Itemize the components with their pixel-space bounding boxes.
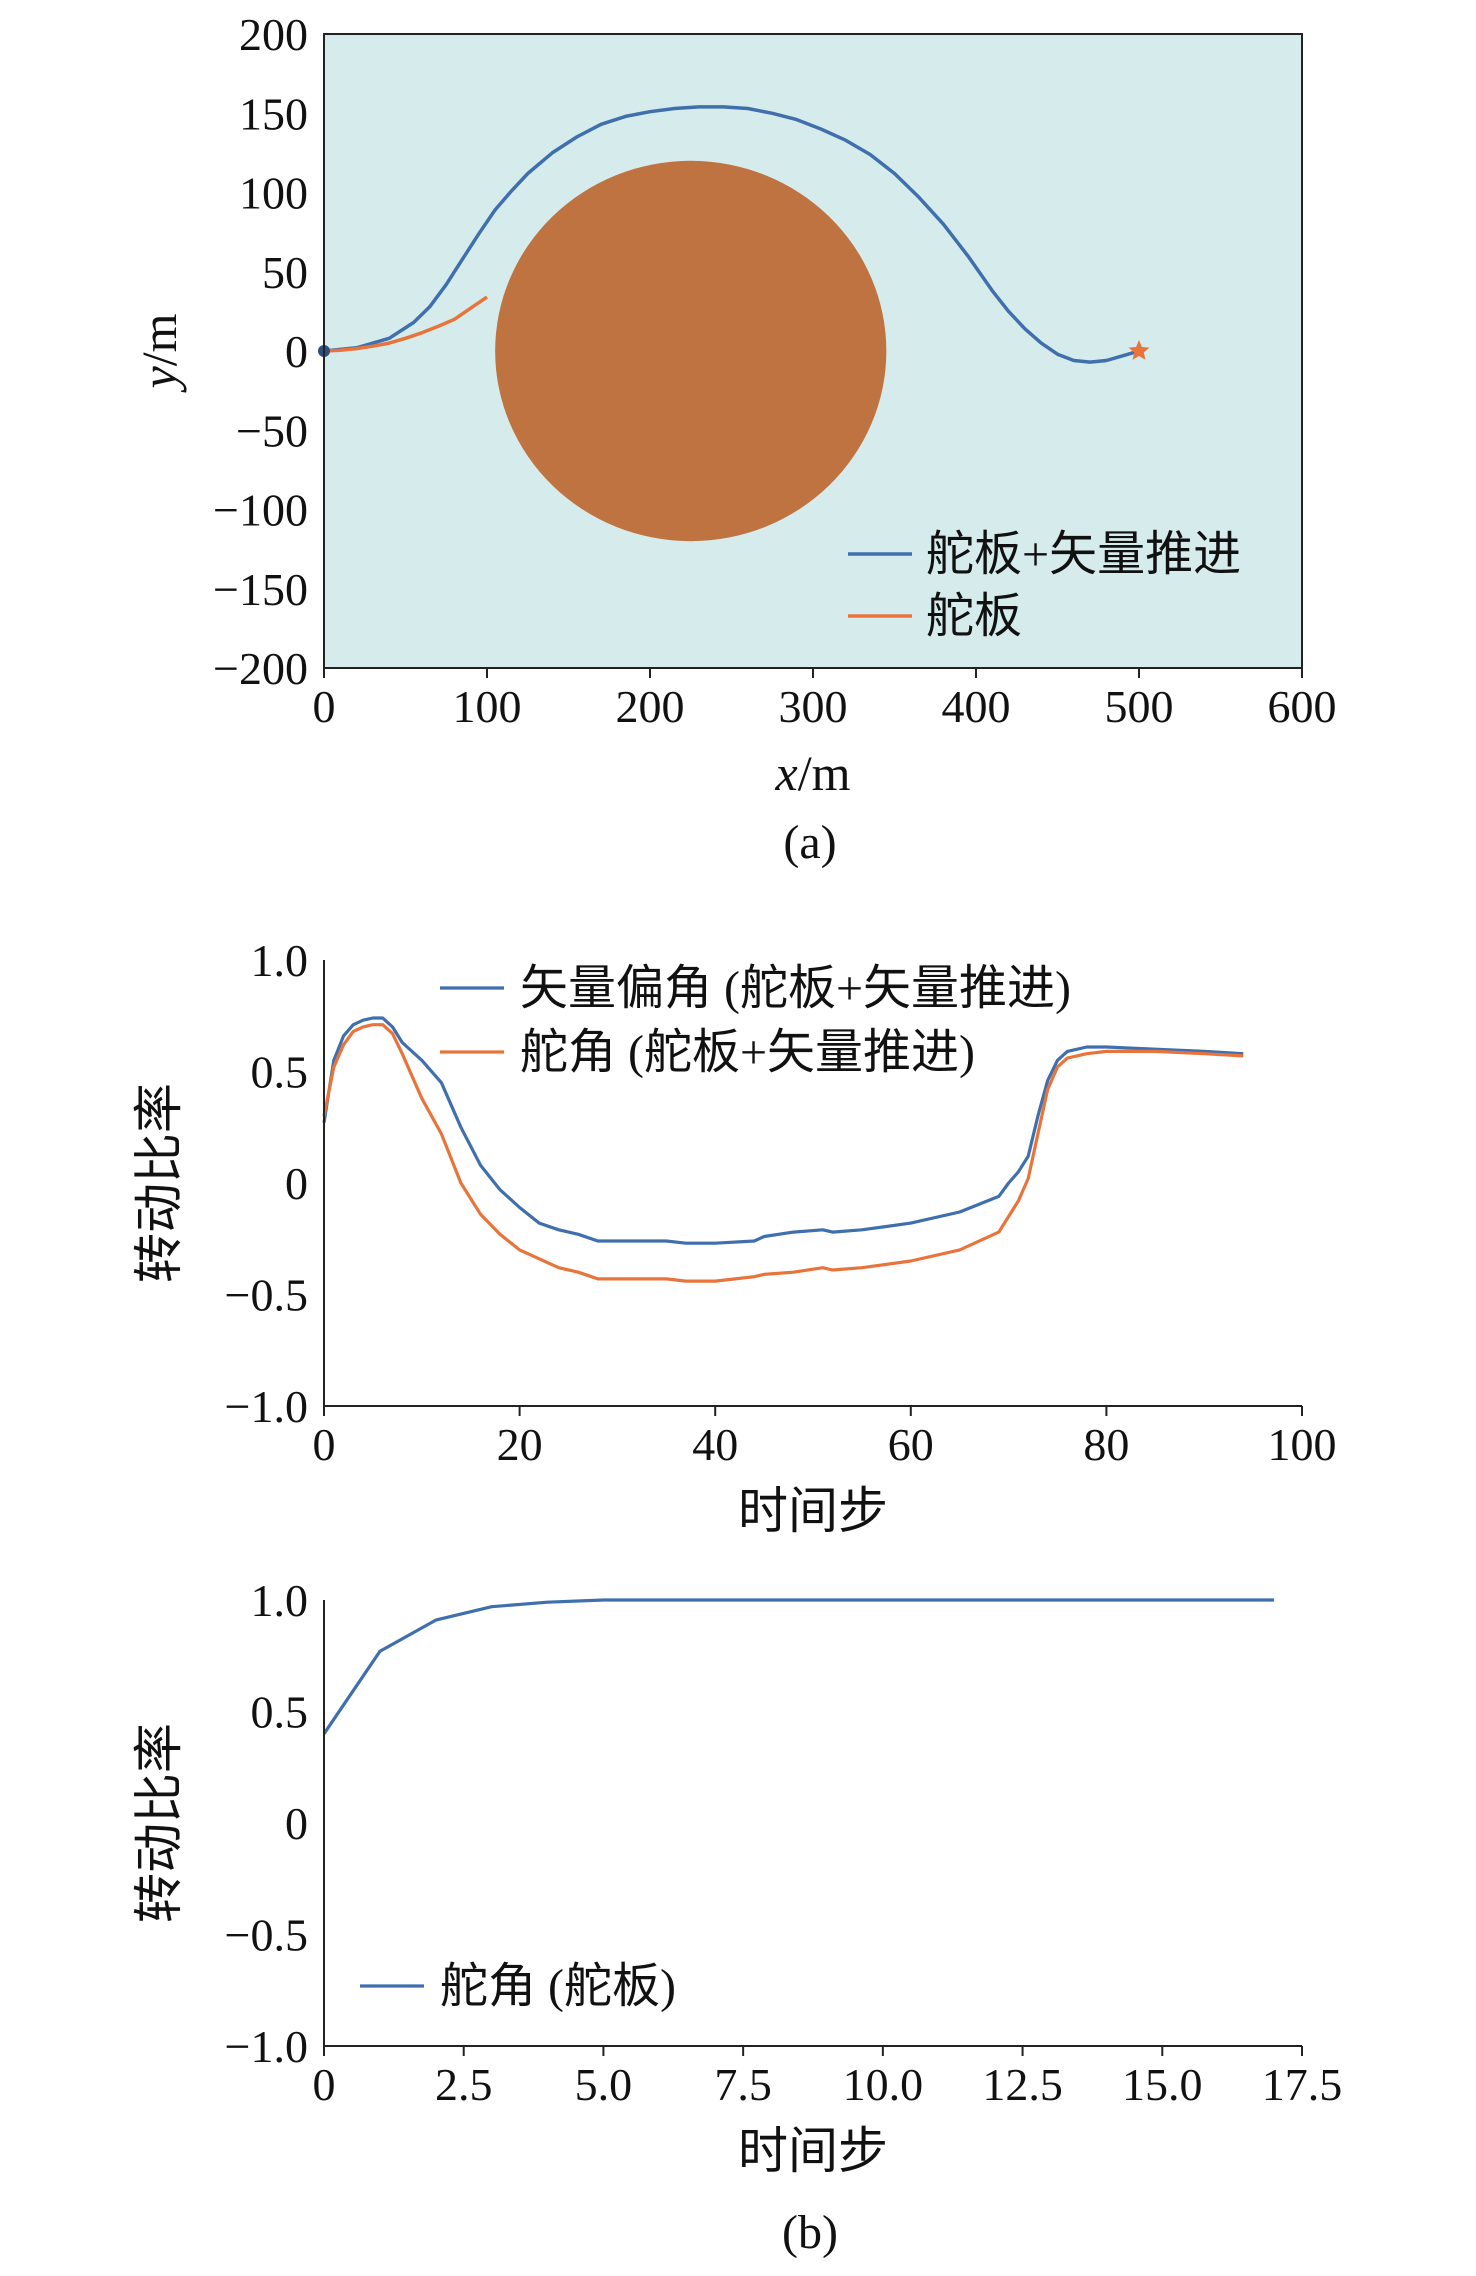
x-tick-label: 100 <box>453 681 522 732</box>
x-axis-label: 时间步 <box>738 2123 888 2179</box>
y-tick-label: −1.0 <box>225 2021 308 2072</box>
ratio-chart-100: 0 20 40 60 80 100 1.0 0.5 0 −0.5 −1.0 时间步 转动比率 矢量… <box>131 935 1337 1539</box>
y-tick-label: −0.5 <box>225 1910 308 1961</box>
x-tick-label: 20 <box>497 1419 543 1470</box>
x-tick-label: 0 <box>313 2059 336 2110</box>
legend: 舵角 (舵板) <box>360 1960 676 2013</box>
y-axis-label: 转动比率 <box>131 1083 187 1283</box>
y-tick-label: 0 <box>285 1798 308 1849</box>
x-tick-label: 100 <box>1268 1419 1337 1470</box>
x-tick-label: 60 <box>888 1419 934 1470</box>
x-tick-label: 0 <box>313 681 336 732</box>
x-tick-labels: 0 100 200 300 400 500 600 <box>313 668 1337 732</box>
y-tick-label: 0 <box>285 1158 308 1209</box>
x-tick-label: 12.5 <box>982 2059 1063 2110</box>
y-tick-label: −0.5 <box>225 1270 308 1321</box>
legend: 矢量偏角 (舵板+矢量推进) 舵角 (舵板+矢量推进) <box>440 962 1071 1079</box>
y-tick-label: −1.0 <box>225 1381 308 1432</box>
y-tick-labels: 1.0 0.5 0 −0.5 −1.0 <box>225 1575 308 2072</box>
x-tick-label: 200 <box>616 681 685 732</box>
x-tick-label: 500 <box>1105 681 1174 732</box>
ratio-chart-17: 0 2.5 5.0 7.5 10.0 12.5 15.0 17.5 1.0 0.5 0 −0.5 −1… <box>131 1575 1342 2179</box>
y-axis-label: 转动比率 <box>131 1723 187 1923</box>
y-tick-label: −100 <box>213 485 308 536</box>
caption-b: (b) <box>782 2206 838 2259</box>
x-tick-label: 15.0 <box>1122 2059 1203 2110</box>
legend-label: 舵角 (舵板+矢量推进) <box>520 1026 975 1079</box>
x-tick-label: 40 <box>692 1419 738 1470</box>
x-tick-label: 5.0 <box>575 2059 633 2110</box>
y-tick-label: 150 <box>239 88 308 139</box>
y-tick-label: −150 <box>213 564 308 615</box>
legend-label: 舵角 (舵板) <box>440 1960 676 2013</box>
y-tick-label: 0.5 <box>251 1687 309 1738</box>
x-tick-label: 7.5 <box>714 2059 772 2110</box>
series-group <box>322 1016 1244 1283</box>
y-tick-labels: 1.0 0.5 0 −0.5 −1.0 <box>225 935 308 1432</box>
y-tick-labels: 200 150 100 50 0 −50 −100 −150 −200 <box>213 9 308 694</box>
y-tick-label: 0 <box>285 326 308 377</box>
series-group <box>323 105 1140 364</box>
series-line-0 <box>323 105 1140 364</box>
y-tick-label: 200 <box>239 9 308 60</box>
x-tick-labels: 0 2.5 5.0 7.5 10.0 12.5 15.0 17.5 <box>313 2046 1343 2110</box>
x-tick-label: 400 <box>942 681 1011 732</box>
x-tick-labels: 0 20 40 60 80 100 <box>313 1406 1337 1470</box>
series-group <box>322 1598 1275 1735</box>
series-line-0 <box>322 1016 1244 1245</box>
x-tick-label: 2.5 <box>435 2059 493 2110</box>
series-line-1 <box>323 295 488 353</box>
x-axis-label: x/m <box>775 745 851 801</box>
x-tick-label: 17.5 <box>1262 2059 1343 2110</box>
x-tick-label: 600 <box>1268 681 1337 732</box>
legend-label: 矢量偏角 (舵板+矢量推进) <box>520 962 1071 1015</box>
y-tick-label: 100 <box>239 168 308 219</box>
y-tick-label: −200 <box>213 643 308 694</box>
goal-star-marker <box>1128 340 1150 360</box>
series-line-0 <box>322 1598 1275 1735</box>
legend-label: 舵板 <box>926 590 1022 643</box>
y-tick-label: 50 <box>262 247 308 298</box>
legend-label: 舵板+矢量推进 <box>926 528 1241 581</box>
y-tick-label: 1.0 <box>251 935 309 986</box>
x-tick-label: 300 <box>779 681 848 732</box>
series-line-1 <box>322 1023 1244 1283</box>
x-tick-label: 0 <box>313 1419 336 1470</box>
y-tick-label: 1.0 <box>251 1575 309 1626</box>
y-tick-label: −50 <box>236 405 308 456</box>
y-tick-label: 0.5 <box>251 1047 309 1098</box>
y-axis-label: y/m <box>131 313 187 393</box>
trajectory-chart: 0 100 200 300 400 500 600 200150100500−50−100−… <box>131 9 1337 801</box>
x-tick-label: 80 <box>1083 1419 1129 1470</box>
caption-a: (a) <box>783 816 836 869</box>
x-tick-label: 10.0 <box>843 2059 924 2110</box>
x-axis-label: 时间步 <box>738 1483 888 1539</box>
obstacle-circle <box>495 160 887 542</box>
